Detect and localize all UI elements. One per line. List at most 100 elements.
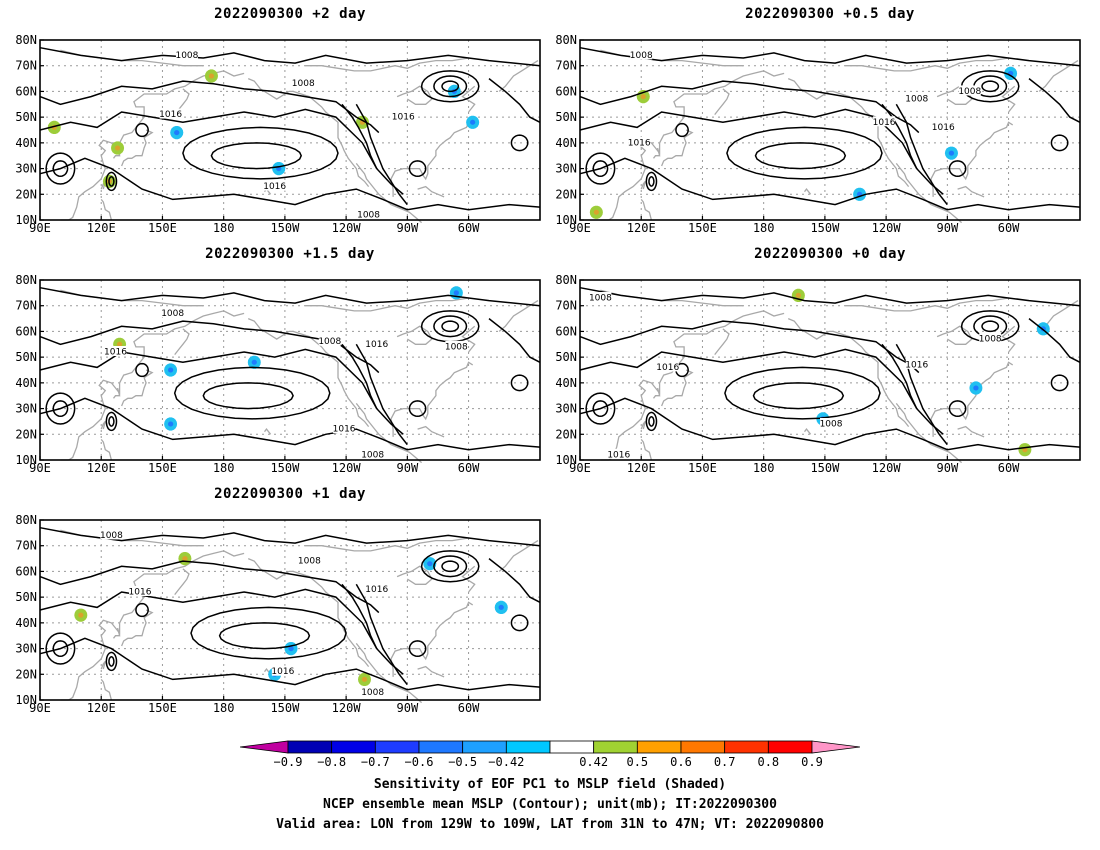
- coastline: [461, 85, 476, 113]
- latitude-tick-label: 70N: [15, 299, 37, 313]
- mslp-contour: [441, 80, 460, 93]
- contour-label-background: [905, 93, 928, 104]
- colorbar-tick-label: 0.8: [757, 755, 779, 768]
- mslp-contour: [585, 152, 616, 185]
- contour-label-background: [104, 346, 127, 356]
- longitude-tick-label: 150E: [148, 461, 177, 475]
- sensitivity-core: [640, 94, 646, 100]
- coastline: [660, 129, 694, 167]
- latitude-tick-label: 20N: [555, 187, 577, 201]
- coastline: [714, 328, 730, 356]
- latitude-tick-label: 20N: [555, 427, 577, 441]
- coastline: [787, 77, 910, 188]
- coastline: [390, 361, 474, 437]
- colorbar-tick-label: −0.9: [274, 755, 303, 768]
- longitude-tick-label: 60W: [458, 461, 480, 475]
- contour-label-background: [365, 583, 388, 594]
- mslp-contour: [579, 46, 1081, 67]
- mslp-contour: [108, 656, 115, 667]
- coastline: [112, 387, 121, 399]
- latitude-tick-label: 80N: [555, 273, 577, 287]
- colorbar-bin: [418, 740, 464, 754]
- mslp-contour: [52, 640, 69, 658]
- latitude-tick-label: 60N: [555, 84, 577, 98]
- mslp-contour: [579, 320, 920, 374]
- coastline: [660, 369, 694, 407]
- latitude-tick-label: 80N: [15, 513, 37, 527]
- mslp-contour: [752, 382, 845, 410]
- contour-label: 1016: [365, 340, 388, 350]
- longitude-tick-label: 150E: [148, 701, 177, 715]
- longitude-tick-label: 90E: [29, 461, 51, 475]
- coastline: [461, 325, 476, 353]
- mslp-contour: [648, 416, 655, 427]
- longitude-tick-label: 90E: [569, 221, 591, 235]
- coastline: [957, 185, 985, 198]
- mslp-contour: [675, 122, 689, 138]
- longitude-tick-label: 90W: [397, 221, 419, 235]
- mslp-contour: [648, 176, 655, 187]
- colorbar-tick-label: 0.9: [801, 755, 823, 768]
- coastline: [652, 387, 661, 399]
- latitude-tick-label: 50N: [15, 590, 37, 604]
- contour-label: 1008: [357, 210, 380, 220]
- mslp-contour: [105, 411, 118, 432]
- mslp-contour: [488, 558, 541, 603]
- mslp-contour: [881, 103, 918, 169]
- mslp-contour: [39, 286, 541, 307]
- coastline: [60, 289, 204, 307]
- mslp-contour: [408, 640, 427, 658]
- contour-label: 1016: [104, 348, 127, 358]
- latitude-tick-label: 20N: [15, 667, 37, 681]
- mslp-contour: [441, 320, 460, 333]
- colorbar-tick-label: −0.7: [361, 755, 390, 768]
- colorbar-bin: [462, 740, 507, 754]
- sensitivity-core: [251, 359, 257, 365]
- latitude-tick-label: 30N: [555, 162, 577, 176]
- coastline: [100, 661, 106, 670]
- coastline: [845, 297, 1009, 312]
- coastline: [305, 537, 469, 552]
- longitude-tick-label: 90E: [29, 221, 51, 235]
- sensitivity-core: [470, 119, 476, 125]
- contour-label-background: [392, 111, 415, 122]
- coastline: [1001, 85, 1016, 113]
- mslp-contour: [510, 134, 529, 152]
- mslp-contour: [182, 126, 339, 180]
- mslp-contour: [726, 126, 883, 180]
- coastline: [60, 310, 245, 461]
- contour-label: 1016: [365, 585, 388, 595]
- mslp-contour: [39, 397, 541, 451]
- map-frame: [39, 279, 541, 461]
- mslp-contour: [579, 80, 920, 134]
- mslp-contour: [1050, 134, 1069, 152]
- coastline: [112, 627, 121, 639]
- mslp-contour: [39, 108, 404, 195]
- mslp-contour: [948, 160, 967, 178]
- contour-label: 1008: [979, 335, 1002, 345]
- contour-label: 1008: [361, 688, 384, 698]
- latitude-tick-label: 10N: [15, 693, 37, 707]
- map-panel-plus0p5day: 2022090300 +0.5 day 1008 1008 1016 1016 1008…: [555, 6, 1081, 235]
- latitude-tick-label: 30N: [15, 162, 37, 176]
- colorbar-bin: [680, 740, 726, 754]
- map-panel-plus2day: 2022090300 +2 day 1008 1008 1016 1016 1016 10…: [15, 6, 541, 235]
- contour-label-background: [271, 665, 294, 676]
- latitude-tick-label: 60N: [15, 564, 37, 578]
- latitude-tick-label: 20N: [15, 187, 37, 201]
- map-plot: 1008 1008 1016 1016 1008 1016 90E 120E 150E 180 1…: [555, 33, 1081, 235]
- contour-label: 1008: [361, 450, 384, 460]
- mslp-contour: [579, 348, 944, 435]
- contour-label-background: [628, 136, 651, 147]
- latitude-tick-label: 60N: [15, 84, 37, 98]
- colorbar-tick-label: 0.7: [714, 755, 736, 768]
- longitude-tick-label: 120W: [332, 461, 362, 475]
- coastline: [390, 601, 474, 677]
- latitude-tick-label: 80N: [15, 33, 37, 47]
- coastline: [895, 402, 963, 464]
- map-plot: 1008 1008 1016 1016 1016 1008 1008 90E 120E 150E…: [15, 273, 541, 475]
- colorbar-tick-label: −0.8: [317, 755, 346, 768]
- longitude-tick-label: 120E: [627, 221, 656, 235]
- contour-label-background: [905, 358, 928, 369]
- contour-label-background: [820, 418, 843, 428]
